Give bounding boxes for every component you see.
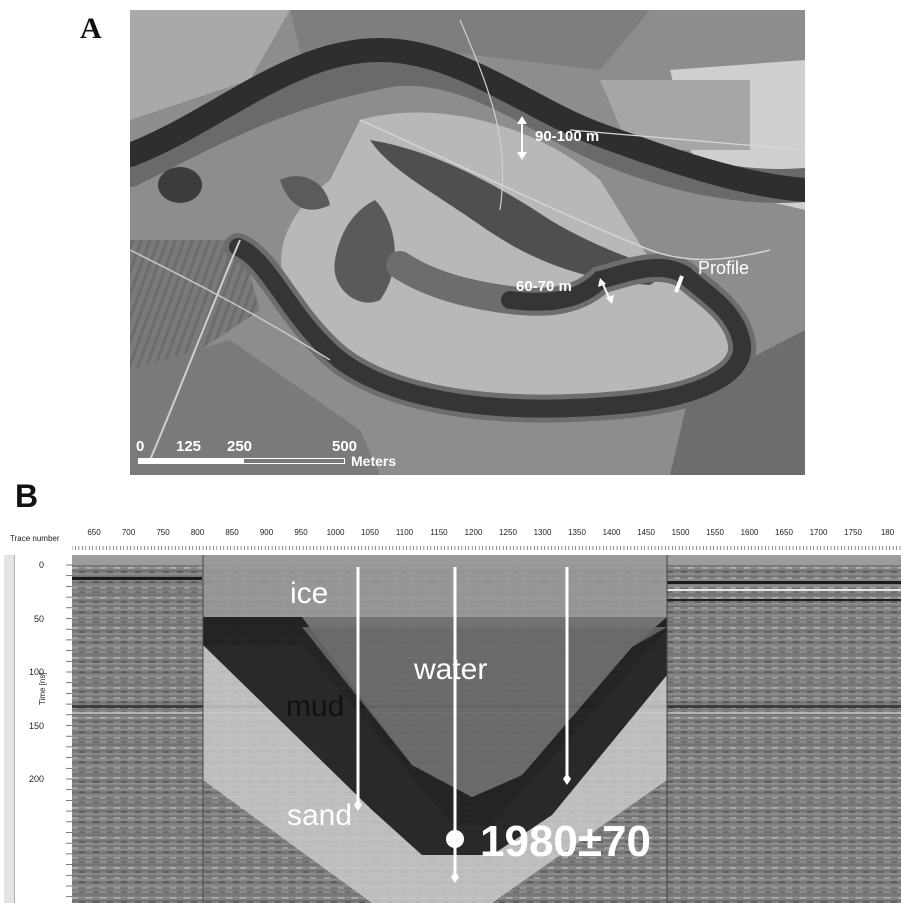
scale-bar-open-segment [243,458,345,464]
y-tick-label: 100 [28,667,44,677]
x-tick-label: 1600 [740,528,759,537]
scale-bar: 0 125 250 500 Meters [136,438,476,472]
aerial-photo: 90-100 m 60-70 m Profile 0 125 250 500 M… [130,10,805,475]
x-tick-label: 1350 [568,528,586,537]
y-tick-label: 50 [33,613,44,624]
y-tick-label: 150 [28,720,44,731]
x-tick-label: 1500 [671,528,690,537]
panel-a-letter: A [80,12,102,45]
x-tick-label: 750 [156,528,170,537]
layer-label-water: water [414,653,488,686]
layer-label-mud: mud [286,690,345,723]
profile-label: Profile [698,258,750,278]
river-width-label-bend: 60-70 m [516,278,572,295]
scale-tick-label: 250 [227,438,253,455]
x-tick-label: 850 [225,528,239,537]
x-tick-label: 800 [190,528,205,537]
y-tick-label: 0 [38,560,44,570]
x-axis-title: Trace number [10,534,60,543]
x-tick-label: 950 [294,528,308,537]
x-tick-label: 900 [259,528,274,537]
x-tick-label: 180 [880,528,895,537]
layer-label-ice: ice [290,577,329,610]
layer-label-sand: sand [287,799,353,832]
time-axis: Time [ns] 0 50 100 150 200 [0,555,72,903]
time-axis-scrollbar [4,555,15,903]
x-tick-label: 1450 [637,528,655,537]
scale-tick-label: 125 [176,438,202,455]
scale-tick-label: 500 [332,438,358,455]
x-tick-label: 1300 [533,528,552,537]
x-tick-label: 1550 [706,528,724,537]
scale-tick-label: 0 [136,438,145,455]
x-tick-label: 1100 [395,528,414,537]
trace-axis-ticks [72,546,901,550]
x-tick-label: 1700 [809,528,828,537]
x-tick-label: 700 [121,528,136,537]
aerial-photo-graphic [130,10,805,475]
radargram-graphic [72,555,901,903]
time-axis-ticks [66,564,72,898]
radargram: ice water mud sand 1980±70 [72,555,901,903]
x-tick-label: 1050 [361,528,379,537]
x-tick-label: 1200 [464,528,483,537]
y-axis-title: Time [ns] [38,672,47,705]
radiocarbon-date-label: 1980±70 [480,817,651,866]
x-tick-label: 1000 [326,528,345,537]
x-tick-label: 1650 [775,528,793,537]
x-tick-label: 1400 [602,528,621,537]
y-tick-label: 200 [28,774,44,784]
panel-b-letter: B [15,478,39,514]
river-width-label-main: 90-100 m [535,128,600,145]
trace-number-axis: 650 700 750 800 850 900 950 1000 1050 1100 1150 120… [72,525,901,555]
x-tick-label: 650 [87,528,101,537]
x-tick-label: 1750 [844,528,862,537]
x-tick-label: 1150 [430,528,448,537]
scale-bar-unit: Meters [351,453,397,469]
scale-bar-filled-segment [138,458,243,464]
x-tick-label: 1250 [499,528,517,537]
